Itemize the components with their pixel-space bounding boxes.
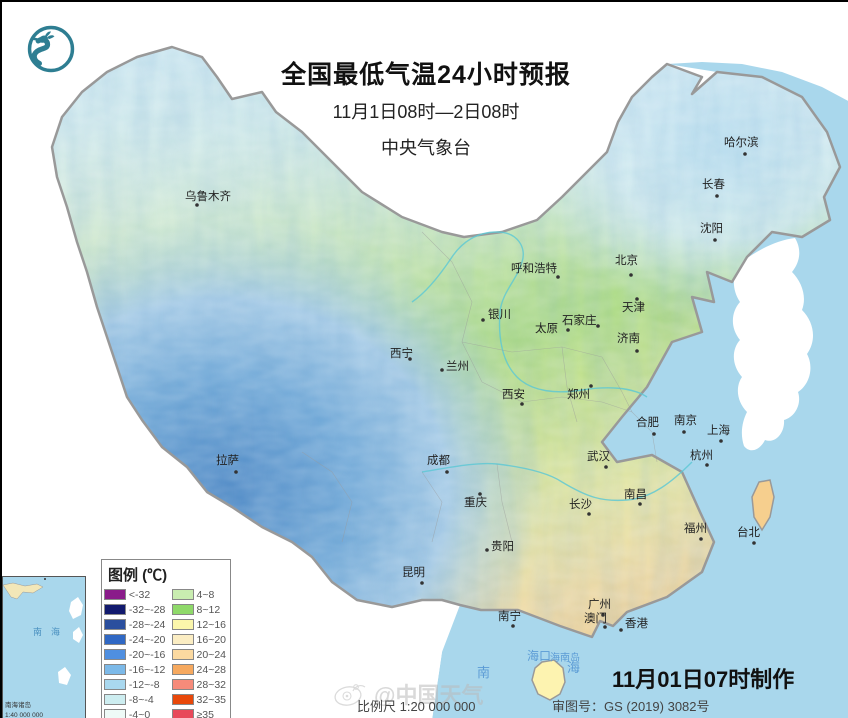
svg-text:福州: 福州 <box>684 521 707 535</box>
svg-text:南海诸岛: 南海诸岛 <box>5 700 31 709</box>
svg-text:郑州: 郑州 <box>567 387 590 401</box>
svg-text:拉萨: 拉萨 <box>216 453 239 467</box>
svg-text:南宁: 南宁 <box>498 609 521 623</box>
svg-text:天津: 天津 <box>622 301 645 314</box>
svg-text:贵阳: 贵阳 <box>491 540 514 553</box>
svg-text:长沙: 长沙 <box>569 498 592 511</box>
svg-text:西宁: 西宁 <box>390 346 413 360</box>
svg-text:武汉: 武汉 <box>587 450 610 463</box>
svg-text:北京: 北京 <box>615 253 638 267</box>
svg-text:杭州: 杭州 <box>690 448 713 462</box>
svg-text:济南: 济南 <box>617 331 640 345</box>
svg-text:昆明: 昆明 <box>402 566 425 579</box>
svg-text:石家庄: 石家庄 <box>562 313 597 327</box>
svg-text:重庆: 重庆 <box>464 495 487 509</box>
svg-text:上海: 上海 <box>707 423 730 437</box>
svg-text:呼和浩特: 呼和浩特 <box>511 261 557 275</box>
svg-text:兰州: 兰州 <box>446 360 469 373</box>
svg-text:沈阳: 沈阳 <box>700 221 723 235</box>
svg-text:澳门: 澳门 <box>584 611 607 625</box>
svg-text:南京: 南京 <box>674 413 697 427</box>
svg-text:银川: 银川 <box>488 307 511 321</box>
svg-text:南昌: 南昌 <box>624 487 647 501</box>
svg-text:西安: 西安 <box>502 387 525 401</box>
svg-text:长春: 长春 <box>702 178 725 191</box>
svg-text:成都: 成都 <box>427 454 450 467</box>
svg-text:台北: 台北 <box>737 525 760 539</box>
svg-text:乌鲁木齐: 乌鲁木齐 <box>185 189 231 203</box>
svg-text:香港: 香港 <box>625 617 648 630</box>
svg-text:合肥: 合肥 <box>636 415 659 429</box>
svg-text:1:40 000 000: 1:40 000 000 <box>5 712 43 718</box>
svg-text:广州: 广州 <box>588 598 611 611</box>
svg-text:南 海: 南 海 <box>33 626 60 637</box>
svg-text:太原: 太原 <box>535 322 558 335</box>
